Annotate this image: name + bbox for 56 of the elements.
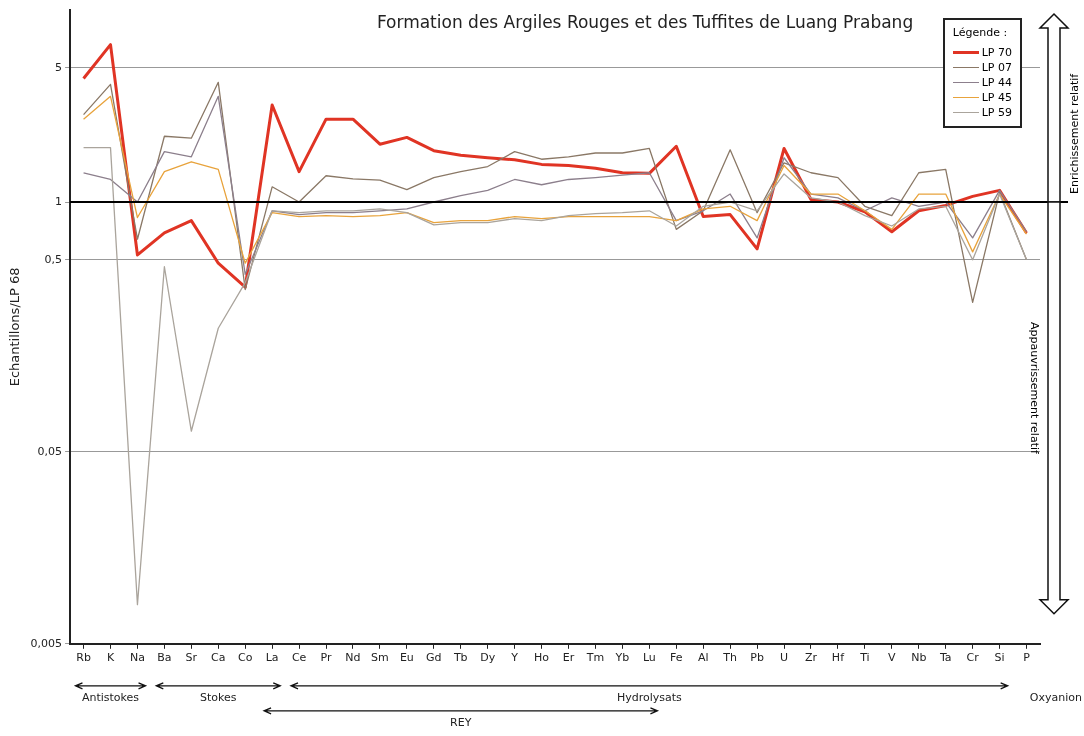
x-tick-label: Pr: [320, 651, 332, 665]
y-tick-label: 0,05: [37, 444, 63, 458]
legend-label: LP 70: [981, 46, 1012, 59]
x-tick-label: U: [780, 651, 789, 665]
x-tick-label: La: [265, 651, 279, 665]
y-tick-label: 0,5: [44, 252, 63, 266]
x-tick-label: Zr: [804, 651, 818, 665]
x-tick-label: Ho: [534, 651, 550, 665]
x-tick-label: Tb: [452, 651, 468, 665]
text: Enrichissement relatif: [1068, 73, 1081, 194]
x-tick-label: Pb: [750, 651, 764, 665]
legend-label: LP 07: [981, 61, 1012, 74]
x-tick-label: Ce: [291, 651, 307, 665]
legend-title: Légende :: [952, 26, 1009, 39]
x-tick-label: K: [106, 651, 115, 665]
legend-label: LP 59: [981, 106, 1012, 119]
x-tick-label: Na: [129, 651, 145, 665]
y-tick-label: 0,005: [30, 636, 63, 650]
chart-title: Formation des Argiles Rouges et des Tuffites de Luang Prabang: [376, 12, 914, 32]
x-tick-label: Hf: [831, 651, 846, 665]
text: Hydrolysats: [616, 690, 682, 704]
x-tick-label: Ta: [938, 651, 952, 665]
x-tick-label: Er: [562, 651, 575, 665]
y-tick-label: 1: [55, 194, 63, 208]
y-axis-title: Echantillons/LP 68: [7, 267, 23, 387]
y-tick-label: 5: [55, 60, 63, 74]
legend-label: LP 45: [981, 91, 1012, 104]
x-tick-label: Fe: [670, 651, 683, 665]
x-tick-label: Th: [722, 651, 738, 665]
x-tick-label: P: [1023, 651, 1031, 665]
x-tick-label: Eu: [399, 651, 414, 665]
x-tick-label: Ti: [859, 651, 870, 665]
x-tick-label: Nd: [345, 651, 361, 665]
text: REY: [450, 715, 472, 729]
legend-label: LP 44: [981, 76, 1012, 89]
x-tick-label: Cr: [966, 651, 980, 665]
text: Antistokes: [81, 690, 140, 704]
x-tick-label: Ca: [211, 651, 226, 665]
x-tick-label: Sm: [371, 651, 389, 665]
x-tick-label: Tm: [585, 651, 605, 665]
x-tick-label: Co: [238, 651, 253, 665]
x-tick-label: Sr: [185, 651, 198, 665]
x-tick-label: Nb: [911, 651, 927, 665]
x-tick-label: Y: [510, 651, 519, 665]
x-tick-label: Gd: [426, 651, 442, 665]
x-tick-label: Si: [994, 651, 1005, 665]
x-tick-label: Ba: [157, 651, 172, 665]
annotation: Appauvrissement relatif: [1028, 322, 1041, 454]
text: Stokes: [200, 690, 237, 704]
x-tick-label: Dy: [480, 651, 496, 665]
x-tick-label: V: [888, 651, 897, 665]
x-tick-label: Yb: [614, 651, 630, 665]
x-tick-label: Al: [697, 651, 709, 665]
x-tick-label: Lu: [642, 651, 656, 665]
text: Oxyanion: [1029, 690, 1082, 704]
x-tick-label: Rb: [76, 651, 91, 665]
